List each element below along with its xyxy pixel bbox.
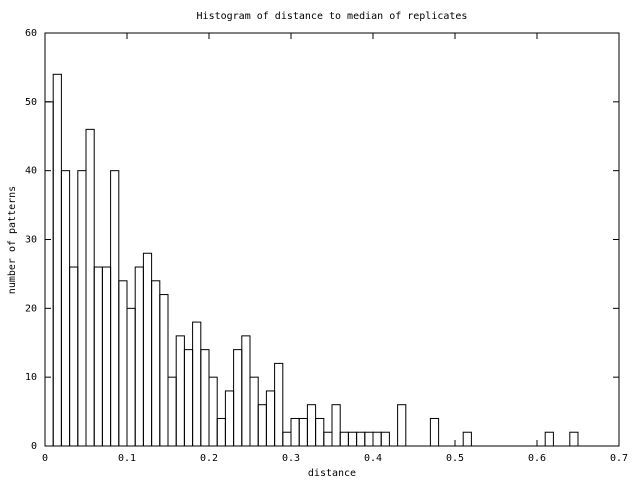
bar bbox=[69, 266, 79, 447]
bar bbox=[241, 335, 251, 447]
chart-title: Histogram of distance to median of repli… bbox=[197, 11, 468, 22]
bar bbox=[298, 417, 308, 447]
bar bbox=[339, 431, 349, 447]
bar bbox=[167, 376, 177, 447]
bar bbox=[192, 321, 202, 447]
bar bbox=[77, 170, 87, 447]
bar bbox=[52, 73, 62, 447]
y-tick-label: 50 bbox=[25, 97, 37, 108]
bar bbox=[200, 349, 210, 447]
y-axis-label: number of patterns bbox=[7, 186, 18, 294]
bar bbox=[282, 431, 292, 447]
bar bbox=[331, 404, 341, 447]
x-tick-label: 0.6 bbox=[528, 453, 546, 464]
bar bbox=[101, 266, 112, 447]
y-tick-label: 30 bbox=[25, 235, 37, 246]
x-tick-label: 0.4 bbox=[364, 453, 382, 464]
y-tick-label: 60 bbox=[25, 28, 37, 39]
bar bbox=[60, 170, 71, 447]
bar bbox=[151, 280, 161, 447]
x-tick-label: 0.2 bbox=[200, 453, 218, 464]
bar bbox=[134, 266, 144, 447]
bar bbox=[93, 266, 103, 447]
bar bbox=[290, 417, 300, 447]
bar bbox=[364, 431, 374, 447]
bar bbox=[175, 335, 185, 447]
bar bbox=[233, 349, 243, 447]
bar bbox=[126, 307, 136, 447]
bar bbox=[569, 431, 579, 447]
bar bbox=[380, 431, 390, 447]
y-tick-label: 0 bbox=[31, 441, 37, 452]
bar bbox=[44, 101, 54, 447]
bar bbox=[216, 417, 226, 447]
x-tick-label: 0 bbox=[42, 453, 48, 464]
bar bbox=[85, 128, 95, 447]
x-axis-label: distance bbox=[308, 468, 356, 479]
bar bbox=[110, 170, 120, 447]
x-tick-label: 0.1 bbox=[118, 453, 136, 464]
x-tick-label: 0.7 bbox=[610, 453, 628, 464]
y-tick-label: 10 bbox=[25, 372, 37, 383]
bar bbox=[372, 431, 382, 447]
bar bbox=[306, 404, 317, 447]
bar bbox=[274, 362, 284, 447]
bar bbox=[183, 349, 194, 447]
bar bbox=[249, 376, 259, 447]
bar bbox=[544, 431, 554, 447]
bar bbox=[265, 390, 276, 447]
bar bbox=[142, 252, 153, 447]
bar bbox=[257, 404, 267, 447]
bar bbox=[323, 431, 333, 447]
bar bbox=[315, 417, 325, 447]
y-tick-label: 20 bbox=[25, 303, 37, 314]
bar bbox=[118, 280, 128, 447]
x-tick-label: 0.3 bbox=[282, 453, 300, 464]
y-tick-label: 40 bbox=[25, 166, 37, 177]
bar bbox=[356, 431, 366, 447]
bar bbox=[347, 431, 358, 447]
bar bbox=[429, 417, 440, 447]
bar bbox=[224, 390, 235, 447]
bar bbox=[208, 376, 218, 447]
bar bbox=[397, 404, 407, 447]
bar bbox=[462, 431, 472, 447]
plot-border bbox=[44, 32, 620, 447]
bar bbox=[159, 294, 169, 447]
x-tick-label: 0.5 bbox=[446, 453, 464, 464]
